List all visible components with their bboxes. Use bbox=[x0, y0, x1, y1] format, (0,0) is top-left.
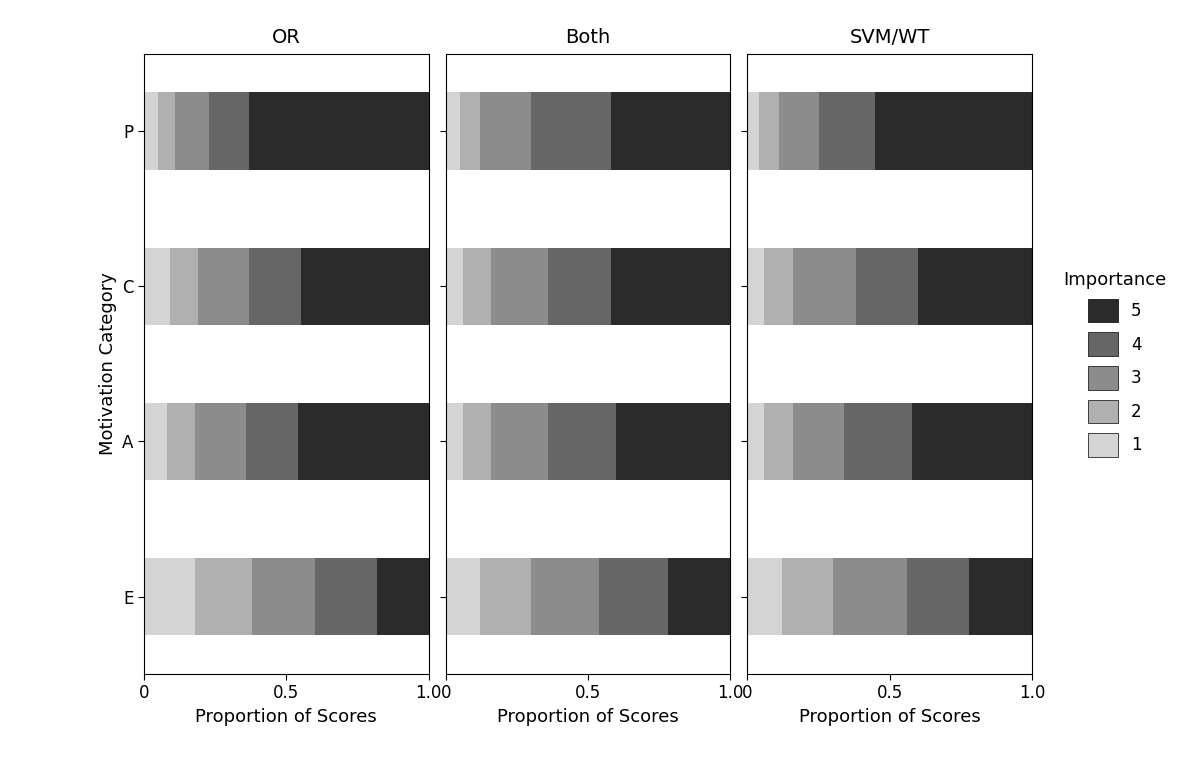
Bar bbox=[144, 403, 167, 480]
Bar bbox=[298, 403, 428, 480]
X-axis label: Proportion of Scores: Proportion of Scores bbox=[497, 708, 679, 726]
Title: OR: OR bbox=[272, 28, 301, 47]
Bar bbox=[463, 403, 491, 480]
Bar bbox=[667, 558, 731, 635]
Bar bbox=[175, 93, 210, 170]
Y-axis label: Motivation Category: Motivation Category bbox=[98, 273, 116, 455]
Bar bbox=[144, 558, 196, 635]
Legend: 5, 4, 3, 2, 1: 5, 4, 3, 2, 1 bbox=[1055, 263, 1175, 465]
Bar bbox=[548, 247, 611, 325]
Bar bbox=[491, 403, 548, 480]
Bar bbox=[480, 93, 532, 170]
Bar bbox=[210, 93, 250, 170]
Bar bbox=[818, 93, 876, 170]
Bar bbox=[480, 558, 532, 635]
Bar bbox=[599, 558, 667, 635]
Bar bbox=[764, 403, 793, 480]
Bar bbox=[300, 247, 428, 325]
Bar bbox=[167, 403, 196, 480]
Bar bbox=[611, 247, 731, 325]
Bar bbox=[764, 247, 793, 325]
Bar bbox=[748, 247, 764, 325]
Bar bbox=[246, 403, 298, 480]
Bar bbox=[445, 247, 463, 325]
Bar bbox=[793, 247, 856, 325]
Bar bbox=[158, 93, 175, 170]
Title: SVM/WT: SVM/WT bbox=[850, 28, 930, 47]
Bar bbox=[833, 558, 907, 635]
Bar bbox=[144, 93, 158, 170]
Bar bbox=[876, 93, 1032, 170]
Bar bbox=[532, 93, 611, 170]
Bar bbox=[758, 93, 779, 170]
Bar bbox=[252, 558, 314, 635]
Bar bbox=[748, 558, 781, 635]
Bar bbox=[617, 403, 731, 480]
Bar bbox=[912, 403, 1032, 480]
Bar bbox=[445, 558, 480, 635]
Bar bbox=[314, 558, 377, 635]
Bar bbox=[377, 558, 428, 635]
Bar bbox=[781, 558, 833, 635]
Bar bbox=[460, 93, 480, 170]
X-axis label: Proportion of Scores: Proportion of Scores bbox=[196, 708, 377, 726]
Bar bbox=[856, 247, 918, 325]
Bar bbox=[250, 93, 428, 170]
Bar bbox=[611, 93, 731, 170]
Bar bbox=[198, 247, 250, 325]
Bar bbox=[196, 558, 252, 635]
Bar bbox=[907, 558, 970, 635]
Bar bbox=[463, 247, 491, 325]
Bar bbox=[445, 403, 463, 480]
Bar bbox=[445, 93, 460, 170]
Title: Both: Both bbox=[565, 28, 611, 47]
Bar bbox=[169, 247, 198, 325]
Bar bbox=[532, 558, 599, 635]
Bar bbox=[491, 247, 548, 325]
Bar bbox=[844, 403, 912, 480]
Bar bbox=[144, 247, 169, 325]
Bar bbox=[250, 247, 300, 325]
Bar bbox=[793, 403, 844, 480]
Bar bbox=[779, 93, 818, 170]
Bar bbox=[918, 247, 1032, 325]
Bar bbox=[748, 403, 764, 480]
Bar bbox=[748, 93, 758, 170]
Bar bbox=[196, 403, 246, 480]
X-axis label: Proportion of Scores: Proportion of Scores bbox=[799, 708, 980, 726]
Bar bbox=[548, 403, 617, 480]
Bar bbox=[970, 558, 1032, 635]
